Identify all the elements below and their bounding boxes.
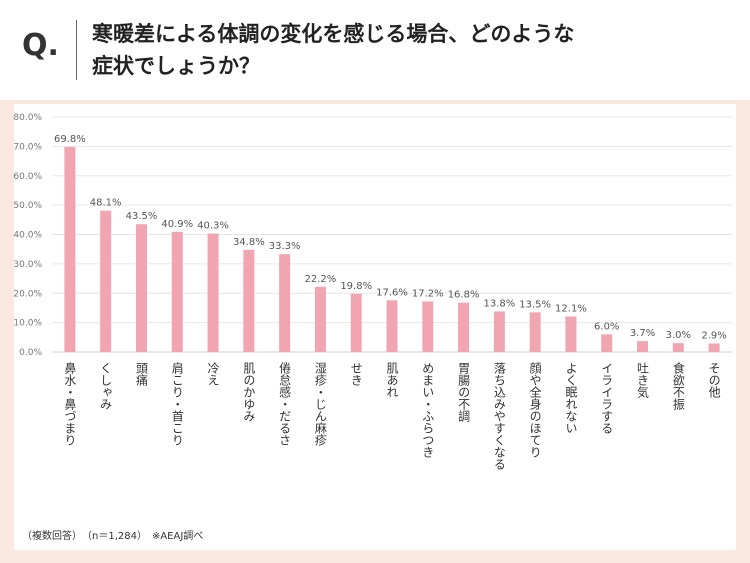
bar	[135, 224, 147, 352]
value-labels: 69.8% 48.1% 43.5%40.9% 40.3% 34.8% 33.3% 22.2%…	[54, 134, 727, 342]
y-tick-label: 60.0%	[13, 172, 42, 182]
question-mark-label: Q.	[22, 28, 59, 63]
value-label: 3.7%	[630, 328, 655, 339]
category-label: 落ち込みやすくなる	[492, 362, 506, 470]
value-label: 48.1%	[90, 198, 122, 209]
bar	[708, 343, 720, 352]
value-label: 13.5%	[519, 299, 551, 310]
category-label: 肌のかゆみ	[242, 362, 256, 422]
value-label: 13.8%	[483, 298, 515, 309]
bar	[100, 210, 112, 352]
bar	[672, 343, 684, 352]
bar	[314, 286, 326, 352]
value-label: 34.8%	[233, 237, 265, 248]
value-label: 22.2%	[305, 274, 337, 285]
divider	[76, 20, 77, 80]
value-label: 6.0%	[594, 321, 619, 332]
chart-panel	[14, 104, 736, 550]
question-line-2: 症状でしょうか？	[92, 54, 260, 78]
header: Q. 寒暖差による体調の変化を感じる場合、どのような 症状でしょうか？	[0, 0, 750, 100]
value-label: 16.8%	[448, 290, 480, 301]
category-label: よく眠れない	[564, 362, 578, 434]
category-label: 湿疹・じん麻疹	[313, 361, 327, 447]
y-tick-label: 0.0%	[19, 348, 42, 358]
value-label: 17.6%	[376, 287, 408, 298]
bar	[601, 334, 613, 352]
y-tick-label: 80.0%	[13, 113, 42, 123]
y-axis: 0.0% 10.0% 20.0% 30.0% 40.0% 50.0% 60.0% 70.0% 8…	[13, 113, 42, 358]
bars	[64, 146, 720, 352]
bar	[637, 341, 649, 352]
category-label: せき	[349, 362, 363, 386]
bar	[64, 146, 76, 352]
value-label: 33.3%	[269, 241, 301, 252]
y-tick-label: 70.0%	[13, 142, 42, 152]
category-label: その他	[707, 362, 721, 398]
category-label: 吐き気	[636, 362, 650, 399]
bar	[207, 233, 219, 352]
y-tick-label: 50.0%	[13, 201, 42, 211]
value-label: 12.1%	[555, 303, 587, 314]
bar	[386, 300, 398, 352]
question-text: 寒暖差による体調の変化を感じる場合、どのような 症状でしょうか？	[92, 18, 712, 82]
bar	[565, 316, 577, 352]
category-label: 肩こり・首こり	[170, 361, 184, 446]
y-tick-label: 40.0%	[13, 231, 42, 241]
bar	[422, 301, 434, 352]
gridlines	[52, 116, 732, 353]
bar	[529, 312, 541, 352]
category-label: 冷え	[206, 362, 220, 386]
value-label: 69.8%	[54, 134, 86, 145]
category-label: 食欲不振	[671, 361, 685, 410]
bar	[350, 293, 362, 352]
value-label: 40.9%	[161, 219, 193, 230]
category-label: めまい・ふらつき	[421, 362, 435, 458]
bar	[243, 249, 255, 352]
bar	[279, 254, 291, 352]
category-label: くしゃみ	[99, 362, 113, 410]
category-label: 鼻水・鼻づまり	[63, 361, 77, 446]
y-tick-label: 30.0%	[13, 260, 42, 270]
bar	[458, 302, 470, 352]
footnote: （複数回答） （n＝1,284） ※AEAJ調べ	[22, 531, 204, 542]
value-label: 2.9%	[701, 330, 726, 341]
value-label: 43.5%	[126, 211, 158, 222]
value-label: 40.3%	[197, 221, 229, 232]
category-labels: 鼻水・鼻づまり くしゃみ 頭痛 肩こり・首こり 冷え 肌のかゆみ 倦怠感・だるさ 湿疹・じん麻…	[63, 361, 721, 470]
bar	[171, 231, 183, 352]
category-label: 倦怠感・だるさ	[278, 362, 292, 446]
bar	[493, 311, 505, 352]
y-tick-label: 20.0%	[13, 289, 42, 299]
category-label: 顔や全身のほてり	[528, 361, 542, 458]
category-label: 胃腸の不調	[457, 362, 471, 422]
category-label: 頭痛	[134, 362, 148, 387]
category-label: イライラする	[600, 362, 614, 434]
question-line-1: 寒暖差による体調の変化を感じる場合、どのような	[92, 22, 575, 46]
y-tick-label: 10.0%	[13, 319, 42, 329]
category-label: 肌あれ	[385, 362, 399, 398]
value-label: 3.0%	[666, 330, 691, 341]
value-label: 19.8%	[340, 281, 372, 292]
value-label: 17.2%	[412, 288, 444, 299]
